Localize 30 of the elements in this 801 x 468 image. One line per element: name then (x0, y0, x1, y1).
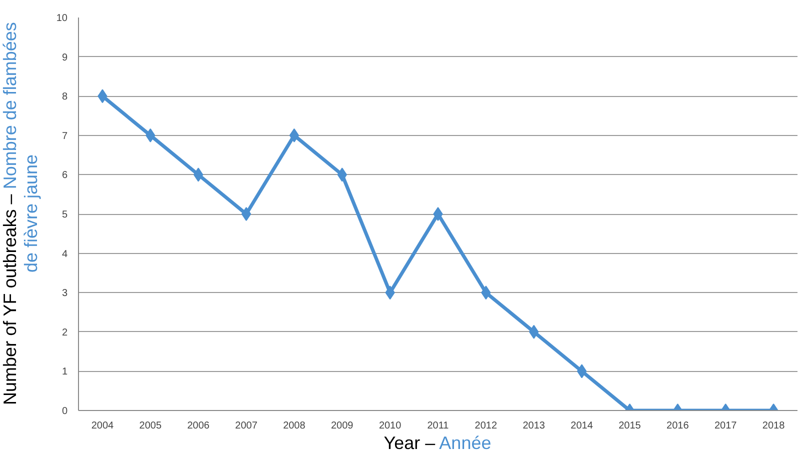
x-tick-label: 2012 (474, 420, 498, 432)
point (433, 207, 443, 221)
y-tick-label: 10 (56, 13, 68, 24)
x-tick-label: 2006 (187, 420, 210, 432)
point (289, 128, 300, 142)
x-tick-label: 2007 (235, 420, 258, 432)
x-tick-label: 2014 (570, 420, 594, 432)
x-tick-label: 2004 (91, 420, 114, 432)
x-tick-label: 2005 (139, 420, 162, 432)
x-tick-label: 2016 (666, 420, 690, 432)
y-tick-label: 4 (62, 248, 68, 260)
x-tick-label: 2008 (283, 420, 306, 432)
x-tick-label: 2018 (762, 420, 786, 432)
point (241, 207, 252, 221)
x-tick-label: 2015 (618, 420, 642, 432)
y-tick-label: 2 (62, 327, 68, 338)
x-axis-title: Year – Année (384, 433, 492, 453)
y-tick-label: 9 (62, 52, 68, 64)
y-tick-label: 5 (62, 210, 68, 220)
x-tick-label: 2017 (714, 420, 738, 432)
y-tick-label: 7 (62, 130, 68, 142)
y-tick-label: 3 (62, 288, 68, 300)
x-tick-label: 2010 (378, 420, 402, 432)
x-tick-label: 2011 (427, 420, 450, 432)
x-tick-label: 2009 (331, 420, 354, 432)
x-tick-label: 2013 (522, 420, 546, 432)
y-tick-label: 1 (62, 366, 68, 378)
y-tick-label: 8 (62, 92, 68, 103)
y-tick-label: 0 (62, 406, 68, 417)
y-tick-label: 6 (62, 170, 68, 182)
